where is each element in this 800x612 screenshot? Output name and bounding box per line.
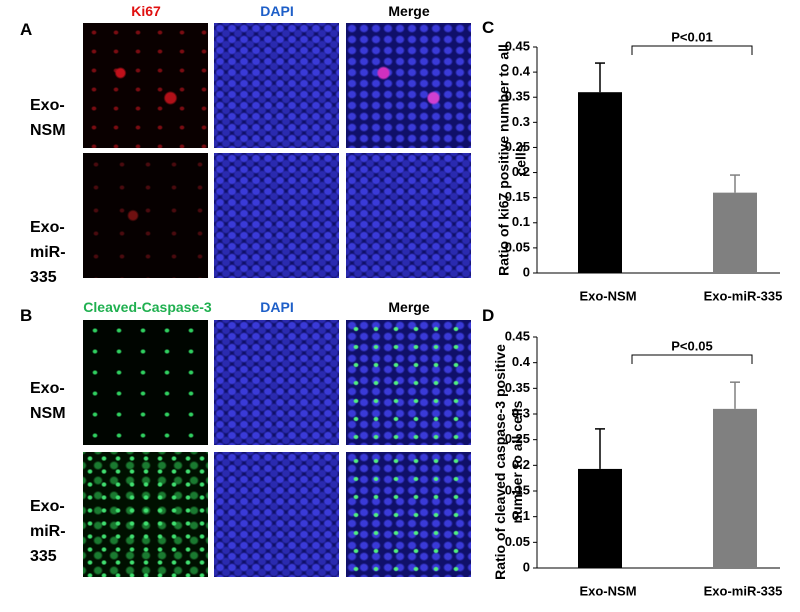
bar xyxy=(578,468,622,568)
micrograph xyxy=(346,452,471,577)
micrograph xyxy=(83,452,208,577)
y-tick-label: 0.45 xyxy=(505,38,530,53)
x-tick-label: Exo-NSM xyxy=(579,288,636,303)
y-axis-title: Ratio of ki67 positive number to all cel… xyxy=(495,44,528,276)
panel-label: A xyxy=(20,20,33,39)
row-label: Exo-miR-335 xyxy=(30,498,66,565)
y-tick-label: 0.25 xyxy=(505,139,530,154)
y-tick-label: 0.2 xyxy=(512,164,530,179)
y-tick-label: 0 xyxy=(523,559,530,574)
bar xyxy=(713,192,757,273)
micrograph xyxy=(346,320,471,445)
y-tick-label: 0.25 xyxy=(505,431,530,446)
y-tick-label: 0.4 xyxy=(512,354,531,369)
row-label: Exo-miR-335 xyxy=(30,219,66,286)
micrograph xyxy=(214,153,339,278)
bar xyxy=(578,92,622,273)
y-tick-label: 0.35 xyxy=(505,380,530,395)
x-tick-label: Exo-miR-335 xyxy=(704,583,783,598)
column-header: Cleaved-Caspase-3 xyxy=(83,299,212,315)
x-tick-label: Exo-miR-335 xyxy=(704,288,783,303)
column-header: DAPI xyxy=(260,299,294,315)
bar xyxy=(713,408,757,568)
micrograph xyxy=(83,153,208,278)
y-tick-label: 0.15 xyxy=(505,189,530,204)
panel-label: C xyxy=(482,18,495,37)
annotation: P<0.01 xyxy=(671,29,713,44)
y-tick-label: 0.3 xyxy=(512,405,530,420)
y-tick-label: 0 xyxy=(523,264,530,279)
y-tick-label: 0.05 xyxy=(505,534,530,549)
row-label: Exo-NSM xyxy=(30,380,66,422)
micrograph xyxy=(346,23,471,148)
column-header: Merge xyxy=(388,299,430,315)
significance-bracket xyxy=(631,354,753,364)
row-label: Exo-NSM xyxy=(30,97,66,139)
micrograph xyxy=(346,153,471,278)
y-tick-label: 0.2 xyxy=(512,457,530,472)
y-tick-label: 0.45 xyxy=(505,328,530,343)
column-header: DAPI xyxy=(260,3,294,19)
column-header: Merge xyxy=(388,3,430,19)
y-tick-label: 0.1 xyxy=(512,214,530,229)
micrograph xyxy=(83,23,208,148)
micrograph xyxy=(214,23,339,148)
micrograph xyxy=(83,320,208,445)
y-axis-title: Ratio of cleaved caspase-3 positive numb… xyxy=(492,344,525,580)
y-tick-label: 0.1 xyxy=(512,508,530,523)
y-tick-label: 0.05 xyxy=(505,239,530,254)
x-tick-label: Exo-NSM xyxy=(579,583,636,598)
y-tick-label: 0.15 xyxy=(505,482,530,497)
significance-bracket xyxy=(631,45,753,55)
panel-label: D xyxy=(482,306,495,325)
y-tick-label: 0.3 xyxy=(512,114,530,129)
annotation: P<0.05 xyxy=(671,338,713,353)
y-tick-label: 0.4 xyxy=(512,64,531,79)
micrograph xyxy=(214,320,339,445)
column-header: Ki67 xyxy=(131,3,161,19)
panel-label: B xyxy=(20,306,33,325)
y-tick-label: 0.35 xyxy=(505,89,530,104)
micrograph xyxy=(214,452,339,577)
